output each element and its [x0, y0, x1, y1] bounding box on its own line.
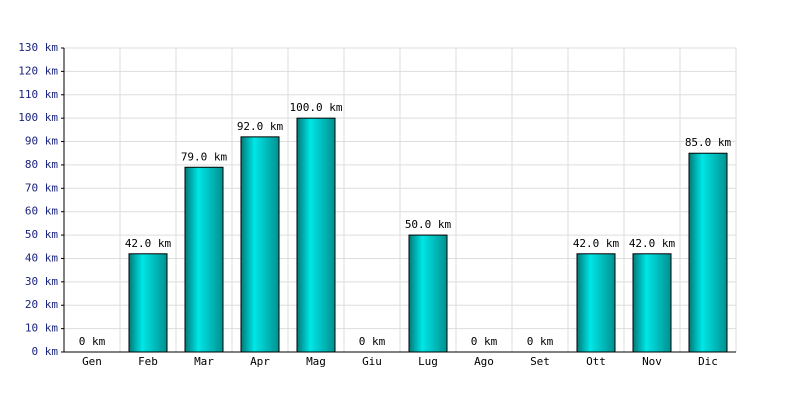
y-tick-label: 20 km — [25, 298, 58, 311]
value-label: 85.0 km — [685, 136, 732, 149]
y-tick-label: 50 km — [25, 228, 58, 241]
bar — [296, 117, 336, 353]
y-tick-label: 120 km — [18, 64, 58, 77]
bar — [240, 136, 280, 353]
value-label: 100.0 km — [290, 101, 343, 114]
value-label: 50.0 km — [405, 218, 452, 231]
x-tick-label: Set — [530, 355, 550, 368]
bar — [128, 253, 168, 353]
y-tick-label: 80 km — [25, 158, 58, 171]
y-tick-label: 70 km — [25, 181, 58, 194]
value-label: 79.0 km — [181, 150, 228, 163]
y-tick-label: 130 km — [18, 41, 58, 54]
x-tick-label: Giu — [362, 355, 382, 368]
x-tick-label: Ott — [586, 355, 606, 368]
value-label: 42.0 km — [629, 237, 676, 250]
value-label: 0 km — [359, 335, 386, 348]
y-tick-label: 0 km — [32, 345, 59, 358]
value-label: 0 km — [79, 335, 106, 348]
x-tick-label: Mar — [194, 355, 214, 368]
bar — [576, 253, 616, 353]
bar — [632, 253, 672, 353]
value-label: 0 km — [527, 335, 554, 348]
y-tick-label: 110 km — [18, 88, 58, 101]
x-tick-label: Lug — [418, 355, 438, 368]
bar — [184, 166, 224, 353]
y-tick-label: 90 km — [25, 135, 58, 148]
y-tick-label: 10 km — [25, 322, 58, 335]
value-label: 42.0 km — [125, 237, 172, 250]
value-label: 0 km — [471, 335, 498, 348]
x-tick-label: Dic — [698, 355, 718, 368]
y-tick-label: 60 km — [25, 205, 58, 218]
x-tick-label: Apr — [250, 355, 270, 368]
y-tick-label: 30 km — [25, 275, 58, 288]
x-tick-label: Nov — [642, 355, 662, 368]
x-tick-label: Ago — [474, 355, 494, 368]
x-tick-label: Mag — [306, 355, 326, 368]
value-label: 42.0 km — [573, 237, 620, 250]
x-tick-label: Feb — [138, 355, 158, 368]
bar — [408, 234, 448, 353]
y-tick-label: 100 km — [18, 111, 58, 124]
x-tick-label: Gen — [82, 355, 102, 368]
bar — [688, 152, 728, 353]
y-tick-label: 40 km — [25, 251, 58, 264]
value-label: 92.0 km — [237, 120, 284, 133]
